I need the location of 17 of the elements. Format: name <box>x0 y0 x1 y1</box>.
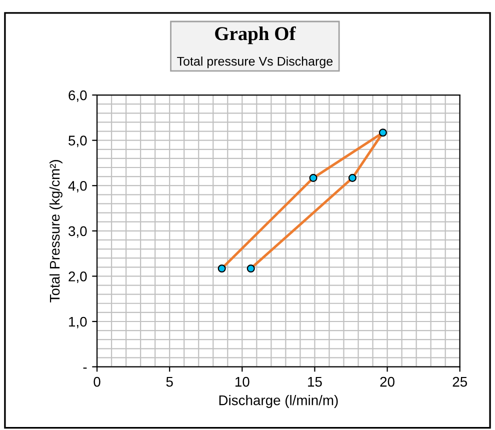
x-tick-label: 15 <box>308 377 322 387</box>
x-tick-label: 0 <box>94 376 100 387</box>
x-tick-label: 25 <box>452 376 467 387</box>
chart-title: Graph Of <box>215 26 296 44</box>
chart-subtitle: Total pressure Vs Discharge <box>177 56 333 68</box>
y-tick-label: 3,0 <box>68 226 87 238</box>
y-tick-label: 2,0 <box>68 272 87 284</box>
y-tick-label: 4,0 <box>68 180 87 192</box>
y-axis-title: Total Pressure (kg/cm²) <box>49 160 62 302</box>
x-axis-title: Discharge (l/min/m) <box>219 395 338 408</box>
y-tick-label: 5,0 <box>68 136 87 148</box>
y-tick-label: 1,0 <box>69 316 87 328</box>
x-tick-label: 5 <box>166 377 173 387</box>
y-tick-label: 6,0 <box>68 90 87 102</box>
y-tick-label: - <box>83 368 87 369</box>
x-tick-label: 20 <box>380 376 394 387</box>
x-tick-label: 10 <box>235 376 250 387</box>
